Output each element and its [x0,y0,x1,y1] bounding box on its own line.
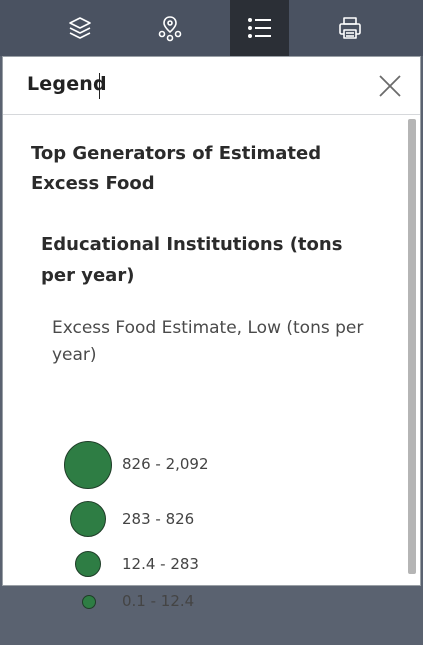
legend-class-row: 283 - 826 [3,501,403,551]
layers-button[interactable] [50,0,109,56]
print-button[interactable] [320,0,379,56]
close-icon[interactable] [378,74,402,98]
legend-class-label: 12.4 - 283 [122,555,199,573]
field-title: Excess Food Estimate, Low (tons per year… [52,318,364,365]
legend-content: Top Generators of Estimated Excess Food … [3,115,403,610]
legend-symbol-circle [64,441,112,489]
legend-list-icon [247,17,273,39]
basemap-gallery-icon [156,14,184,42]
legend-symbol-circle [70,501,106,537]
printer-icon [337,15,363,41]
legend-class-row: 0.1 - 12.4 [3,592,403,645]
legend-class-row: 12.4 - 283 [3,551,403,601]
legend-class-label: 283 - 826 [122,510,195,528]
legend-class-label: 826 - 2,092 [122,455,209,473]
legend-symbol-circle [82,595,96,609]
legend-symbol-circle [75,551,101,577]
legend-button[interactable] [230,0,289,56]
sublayer-title: Educational Institutions (tons per year) [41,234,343,286]
legend-panel: Legend Top Generators of Estimated Exces… [2,56,421,610]
layer-title: Top Generators of Estimated Excess Food [31,143,322,194]
legend-class-label: 0.1 - 12.4 [122,592,195,610]
widget-toolbar [0,0,423,56]
legend-class-row: 826 - 2,092 [3,441,403,491]
layers-icon [67,15,93,41]
panel-title: Legend [27,73,107,95]
text-cursor [99,73,100,99]
panel-header: Legend [3,57,420,115]
scrollbar[interactable] [408,119,416,574]
basemap-gallery-button[interactable] [140,0,199,56]
